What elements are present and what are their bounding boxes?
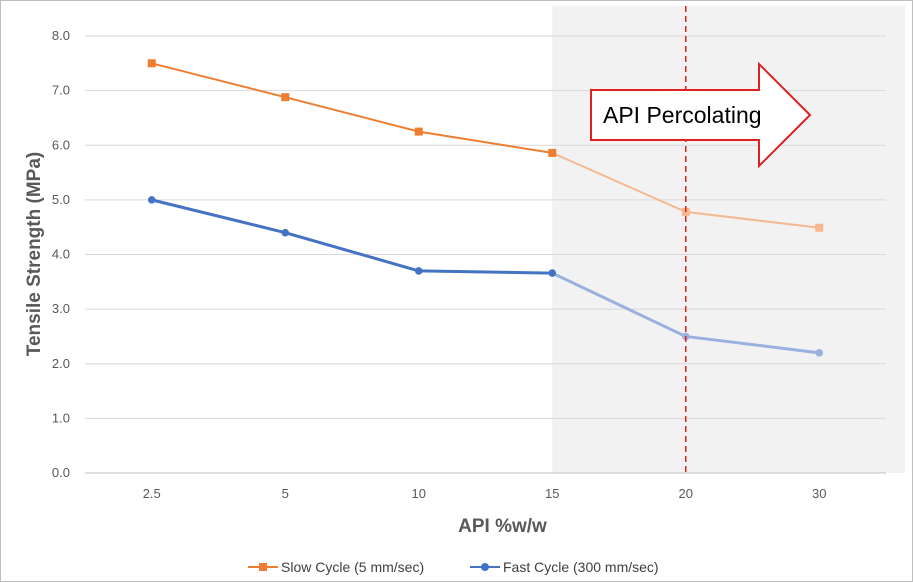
y-tick-labels: 0.0 1.0 2.0 3.0 4.0 5.0 6.0 7.0 8.0 [52, 28, 70, 480]
x-tick-label: 30 [812, 486, 826, 501]
series-lines [147, 59, 824, 357]
x-axis-title: API %w/w [458, 516, 547, 537]
fast-cycle-point [815, 349, 824, 357]
series-segment [150, 198, 287, 235]
y-tick-label: 0.0 [52, 465, 70, 480]
series-segment [684, 210, 821, 229]
x-tick-label: 2.5 [143, 486, 161, 501]
percolating-arrow [590, 61, 812, 169]
slow-cycle-point [147, 59, 156, 68]
api-percolating-callout: API Percolating [590, 61, 812, 169]
series-segment [150, 62, 287, 99]
y-tick-label: 3.0 [52, 301, 70, 316]
fast-cycle-point [147, 196, 156, 204]
x-tick-label: 20 [679, 486, 693, 501]
y-tick-label: 7.0 [52, 83, 70, 98]
legend: Slow Cycle (5 mm/sec) Fast Cycle (300 mm/… [248, 559, 659, 575]
series-segment [684, 334, 821, 355]
series-segment [417, 130, 554, 154]
legend-swatch-marker [259, 563, 267, 571]
gridlines [85, 35, 886, 474]
y-tick-label: 2.0 [52, 356, 70, 371]
y-tick-label: 6.0 [52, 137, 70, 152]
series-segment [551, 151, 687, 213]
legend-swatch-marker [481, 563, 489, 571]
legend-label: Fast Cycle (300 mm/sec) [503, 559, 659, 575]
slow-cycle-point [414, 127, 423, 136]
y-tick-label: 8.0 [52, 28, 70, 43]
y-tick-label: 4.0 [52, 247, 70, 262]
series-segment [417, 269, 554, 275]
series-segment [283, 231, 421, 273]
y-axis-title: Tensile Strength (MPa) [24, 152, 45, 356]
x-tick-label: 10 [412, 486, 426, 501]
series-segment [284, 96, 420, 133]
slow-cycle-point [548, 148, 557, 157]
x-tick-labels: 2.5 5 10 15 20 30 [143, 486, 827, 501]
percolating-region-shade [552, 6, 905, 473]
series-segment [550, 271, 688, 338]
x-tick-label: 15 [545, 486, 559, 501]
fast-cycle-point [414, 267, 423, 275]
fast-cycle-point [281, 228, 290, 237]
slow-cycle-point [281, 93, 290, 102]
legend-label: Slow Cycle (5 mm/sec) [281, 559, 424, 575]
fast-cycle-point [548, 269, 557, 277]
x-tick-label: 5 [282, 486, 289, 501]
y-tick-label: 5.0 [52, 192, 70, 207]
api-percolating-label: API Percolating [603, 102, 762, 128]
slow-cycle-point [815, 223, 824, 232]
y-tick-label: 1.0 [52, 410, 70, 425]
